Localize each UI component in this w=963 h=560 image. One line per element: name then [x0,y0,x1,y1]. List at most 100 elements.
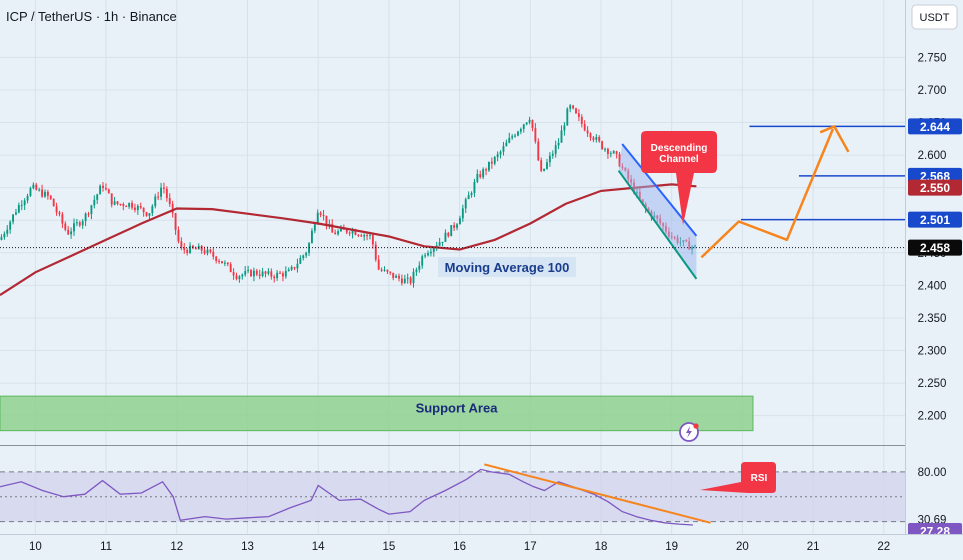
candle-up [363,235,366,237]
candle-up [421,256,424,266]
candle-down [615,151,618,155]
candle-down [250,270,252,277]
rsi-line [0,468,693,526]
candle-down [119,203,122,205]
time-tick-label: 21 [807,541,820,553]
candle-up [499,151,502,155]
currency-badge[interactable]: USDT [911,4,958,30]
candle-down [531,119,534,129]
candle-down [273,276,276,279]
callout-text: Channel [659,154,699,165]
candle-up [44,191,46,197]
callout-text: Descending [651,143,708,154]
candle-down [447,232,450,237]
candle-up [310,230,313,244]
support-area: Support Area [0,395,754,432]
grid-lines [0,0,963,534]
candle-up [427,253,429,256]
candle-down [125,206,128,208]
candle-down [139,205,142,208]
channel-fill [618,144,697,279]
time-tick-label: 13 [241,541,254,553]
rsi-callout: RSI [700,462,776,493]
candle-down [174,213,177,230]
time-tick-label: 11 [100,541,112,553]
candle-up [154,196,157,207]
candle-up [473,181,476,194]
candle-up [441,241,444,243]
candle-up [96,194,99,200]
candle-up [560,130,563,143]
candle-up [81,221,84,226]
candle-up [267,271,270,274]
candle-down [183,247,186,250]
candle-down [386,269,389,272]
candle-up [508,137,511,143]
candle-up [238,276,241,279]
candle-up [296,263,299,269]
time-tick-label: 22 [877,541,890,553]
candle-down [325,215,328,226]
moving-average: Moving Average 100 [0,183,697,297]
candle-down [319,212,322,215]
candle-up [403,278,406,284]
candle-up [543,168,546,171]
ma-line [0,183,697,297]
candle-down [583,123,586,131]
lightning-glyph [686,426,692,438]
candle-up [206,249,209,254]
candle-up [525,122,528,125]
candle-up [456,224,458,228]
candle-down [142,207,145,213]
candle-up [563,125,566,131]
candle-down [270,271,273,277]
candle-down [200,245,203,251]
price-tick-label: 2.750 [918,52,947,64]
candle-down [490,161,493,164]
time-tick-label: 20 [736,541,749,553]
projection-arrow-head [819,125,850,153]
time-tick-label: 18 [595,541,608,553]
candle-up [38,189,41,191]
price-tick-label: 2.700 [918,85,947,97]
price-axis[interactable]: 2.7502.7002.6502.6002.5502.5002.4502.400… [905,0,963,560]
time-tick-label: 10 [29,541,42,553]
candle-down [409,277,412,284]
currency-label[interactable]: USDT [920,12,950,24]
candle-down [264,271,267,274]
candle-down [61,214,64,224]
candle-down [572,105,575,109]
candle-down [345,229,348,233]
candle-up [340,228,342,232]
time-tick-label: 19 [665,541,678,553]
candle-up [9,221,12,230]
candle-up [128,202,131,207]
candle-up [432,247,435,252]
candle-down [52,198,55,207]
candle-up [548,155,551,163]
time-axis[interactable]: 10 11 12 13 14 15 16 17 18 19 20 21 22 [0,534,963,560]
candle-up [160,187,162,197]
candle-down [218,260,221,262]
candle-up [247,270,250,272]
time-tick-label: 16 [453,541,466,553]
candle-up [299,257,302,264]
candle-down [389,271,392,273]
support-area-label: Support Area [416,400,499,415]
candle-up [438,242,441,246]
price-levels [0,125,905,249]
candle-down [392,272,395,278]
candle-down [279,272,281,274]
candle-down [371,234,374,245]
candle-down [221,261,223,264]
candle-down [377,259,380,270]
candle-down [453,225,456,228]
candle-up [444,232,447,242]
candle-down [258,274,261,276]
candle-down [165,188,168,199]
candle-up [29,188,32,196]
candle-down [215,256,218,261]
candle-up [241,274,244,277]
